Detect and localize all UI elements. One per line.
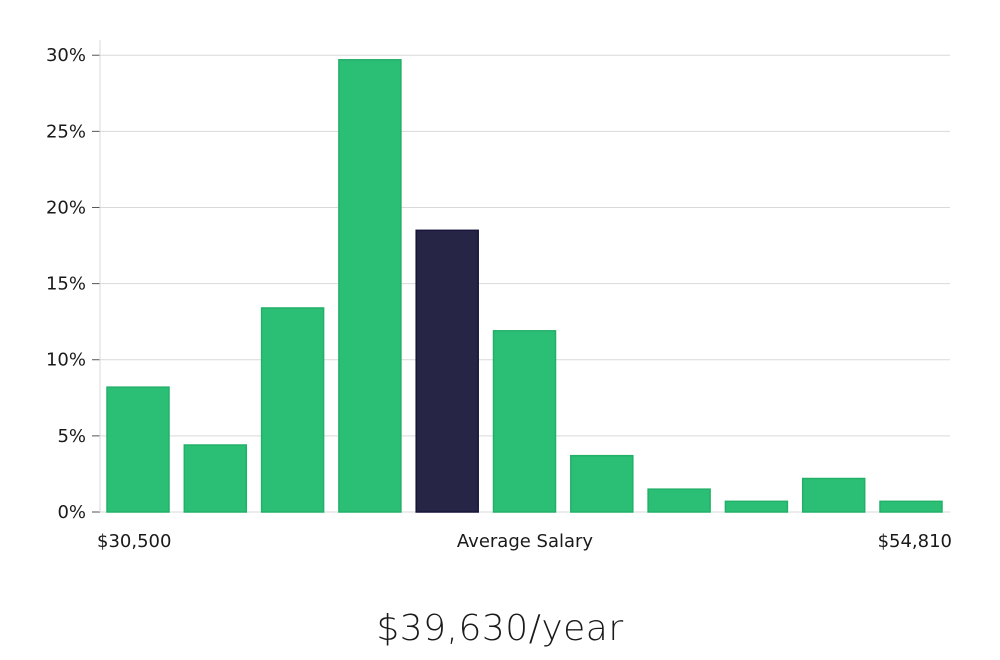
y-tick-label: 10% xyxy=(46,350,86,371)
bar xyxy=(338,59,402,513)
salary-histogram: 0% 5% 10% 15% 20% 25% 30% $30,500 Average Sala… xyxy=(46,40,952,552)
x-label-max-salary: $54,810 xyxy=(878,531,952,552)
bar xyxy=(647,488,711,513)
y-tick-label: 20% xyxy=(46,197,86,218)
x-label-average-salary: Average Salary xyxy=(457,531,594,552)
bar-average-salary xyxy=(415,229,479,513)
y-tick-label: 25% xyxy=(46,121,86,142)
bar xyxy=(801,477,866,513)
y-tick-label: 0% xyxy=(57,502,86,523)
bars xyxy=(106,59,943,513)
bar xyxy=(183,444,248,513)
x-label-min-salary: $30,500 xyxy=(97,531,171,552)
y-tick-label: 15% xyxy=(46,274,86,295)
bar xyxy=(879,500,943,513)
bar xyxy=(570,454,634,513)
y-tick-label: 30% xyxy=(46,45,86,66)
bar xyxy=(724,500,789,513)
bar xyxy=(260,307,325,513)
y-tick-label: 5% xyxy=(57,426,86,447)
average-salary-value: $39,630/year xyxy=(376,608,624,649)
bar xyxy=(106,386,170,513)
bar xyxy=(492,330,557,513)
y-axis-ticks: 0% 5% 10% 15% 20% 25% 30% xyxy=(46,45,100,523)
